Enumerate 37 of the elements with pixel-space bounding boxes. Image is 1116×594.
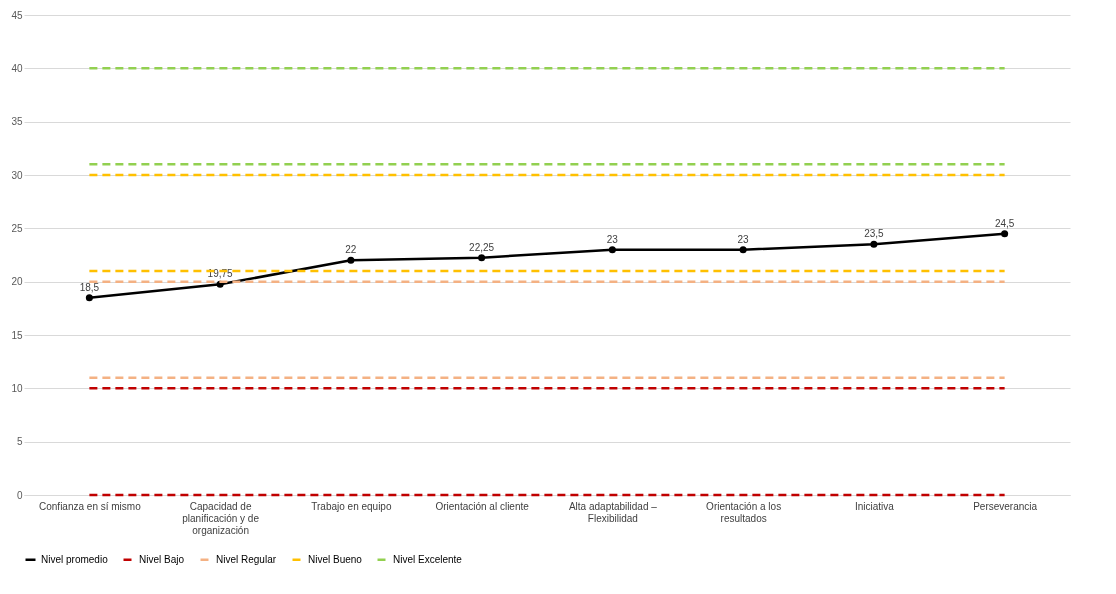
y-tick-label: 5 [16,436,23,448]
point [870,240,878,248]
y-tick-label: 15 [11,329,23,341]
data-label: 23 [737,233,750,245]
legend-label: Nivel Bajo [139,553,185,565]
point [347,256,355,264]
point [85,294,93,302]
y-tick-label: 45 [11,9,23,21]
legend-label: Nivel Excelente [393,553,463,565]
x-tick-label: Confianza en sí mismo [39,500,142,512]
y-tick-label: 30 [11,169,23,181]
y-tick-label: 25 [11,222,23,234]
x-tick-label: Orientación al cliente [435,500,530,512]
data-label: 23,5 [864,228,885,240]
data-label: 24,5 [994,217,1015,229]
y-tick-label: 10 [11,382,23,394]
x-tick-label: Orientación a los resultados [706,500,782,524]
legend-label: Nivel promedio [41,553,109,565]
point [1001,230,1009,238]
x-tick-label: Perseverancia [973,500,1038,512]
data-label: 22 [345,244,357,256]
legend-label: Nivel Bueno [308,553,363,565]
y-tick-label: 35 [11,116,23,128]
data-label: 23 [606,233,619,245]
x-tick-label: Iniciativa [854,500,895,512]
data-label: 22,25 [469,241,495,253]
y-tick-label: 0 [16,489,23,501]
data-label: 18,5 [79,281,100,293]
x-tick-label: Capacidad de planificación y de organización [182,500,260,536]
x-tick-label: Alta adaptabilidad – Flexibilidad [568,500,658,524]
y-tick-label: 20 [11,276,23,288]
y-tick-label: 40 [11,62,23,74]
point [739,246,747,254]
point [478,254,486,262]
x-tick-label: Trabajo en equipo [311,500,392,512]
point [608,246,616,254]
legend-label: Nivel Regular [216,553,277,565]
